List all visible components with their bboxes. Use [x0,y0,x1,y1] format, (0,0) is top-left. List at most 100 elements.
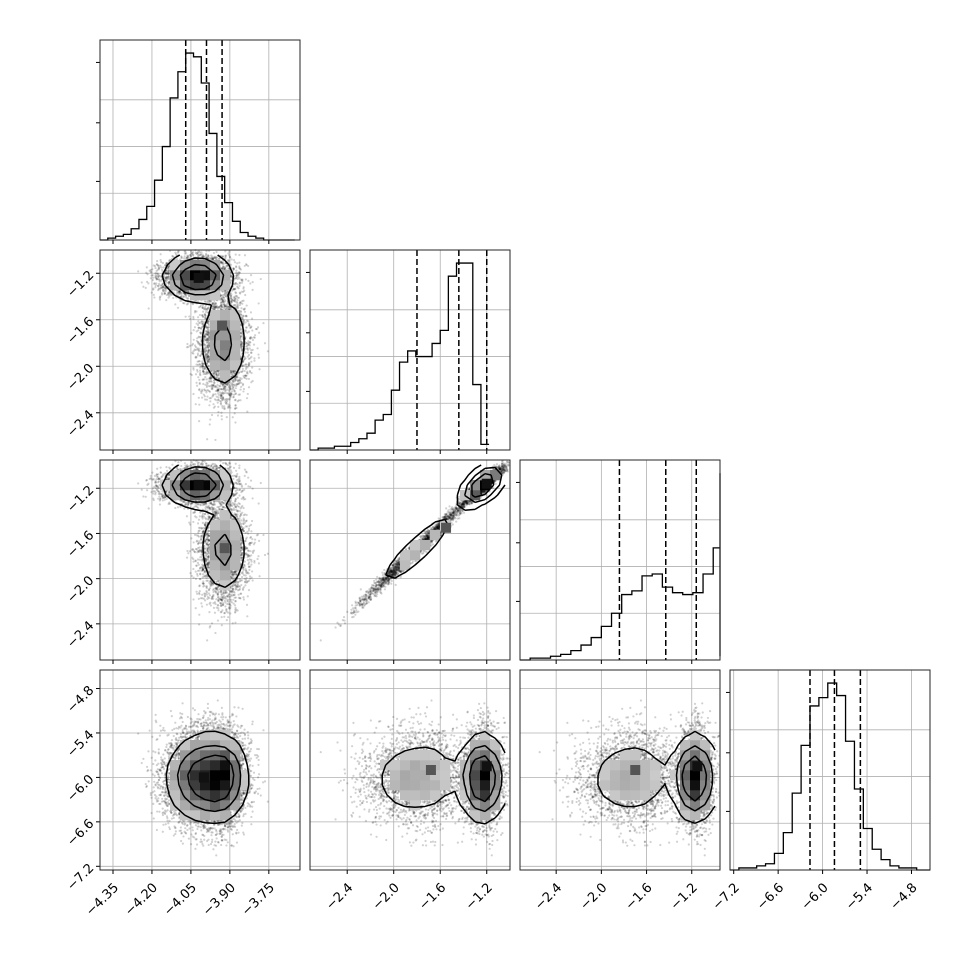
scatter-point [234,277,238,280]
scatter-point [196,592,199,595]
scatter-point [219,394,223,397]
scatter-point [248,344,251,347]
scatter-point [240,370,244,374]
scatter-point [231,386,235,390]
scatter-point [245,371,249,374]
scatter-point [249,311,253,314]
scatter-point [233,611,237,614]
scatter-point [167,296,170,299]
scatter-point [198,569,201,572]
scatter-point [188,294,191,297]
scatter-point [203,388,206,391]
scatter-point [247,561,251,564]
scatter-point [158,503,162,506]
scatter-point [226,381,230,385]
scatter-point [214,389,218,393]
scatter-point [238,253,241,257]
scatter-point [198,623,201,626]
density-cell [220,340,231,351]
scatter-point [159,286,163,289]
scatter-point [198,363,201,366]
scatter-point [232,371,235,374]
scatter-point [253,357,256,360]
scatter-point [220,604,223,607]
scatter-point [216,593,219,597]
scatter-point [154,272,157,275]
scatter-point [210,380,213,383]
scatter-point [194,570,197,573]
scatter-point [193,326,197,329]
scatter-point [194,309,197,313]
scatter-point [213,398,217,401]
scatter-point [156,273,159,276]
scatter-point [234,489,237,493]
scatter-point [225,295,228,298]
scatter-point [234,300,237,303]
scatter-point [179,291,183,294]
scatter-point [204,355,207,358]
scatter-point [231,289,234,292]
scatter-point [232,259,236,262]
scatter-point [203,334,206,338]
scatter-point [224,591,227,594]
scatter-point [201,306,204,309]
scatter-point [200,251,203,254]
scatter-point [232,602,235,605]
density-cell [200,490,211,501]
scatter-point [199,374,202,377]
scatter-point [144,495,147,498]
scatter-point [227,258,230,262]
scatter-point [215,598,218,601]
scatter-point [194,515,197,518]
scatter-point [193,511,196,514]
scatter-point [189,372,192,376]
scatter-point [242,529,245,533]
scatter-point [232,371,235,374]
scatter-point [238,584,241,588]
scatter-point [178,291,181,294]
scatter-point [228,389,231,392]
scatter-point [245,363,248,366]
scatter-point [153,282,156,285]
scatter-point [201,323,205,326]
scatter-point [206,579,209,582]
scatter-point [237,276,240,279]
scatter-point [240,583,243,587]
scatter-point [196,354,199,357]
scatter-point [197,535,200,538]
scatter-point [232,474,235,477]
scatter-point [222,307,225,310]
scatter-point [197,250,200,253]
scatter-point [235,265,238,268]
scatter-point [198,313,201,317]
scatter-point [234,282,237,285]
scatter-point [193,348,196,351]
scatter-point [203,344,206,347]
scatter-point [206,356,209,359]
scatter-point [196,316,200,319]
scatter-point [206,534,210,537]
scatter-point [214,590,218,593]
scatter-point [198,591,201,595]
scatter-point [211,395,214,398]
scatter-point [213,302,216,306]
scatter-point [207,380,210,383]
scatter-point [214,302,218,305]
scatter-point [159,497,162,500]
scatter-point [194,373,198,376]
scatter-point [145,271,148,274]
scatter-point [158,298,162,301]
scatter-point [204,311,208,314]
scatter-point [205,346,208,350]
scatter-point [217,410,220,414]
scatter-point [231,416,234,419]
scatter-point [234,294,238,297]
scatter-point [248,524,251,527]
scatter-point [176,306,180,309]
scatter-point [243,376,247,379]
scatter-point [145,266,148,269]
scatter-point [245,519,248,522]
scatter-point [249,326,252,329]
scatter-point [232,370,235,373]
scatter-point [253,561,256,564]
